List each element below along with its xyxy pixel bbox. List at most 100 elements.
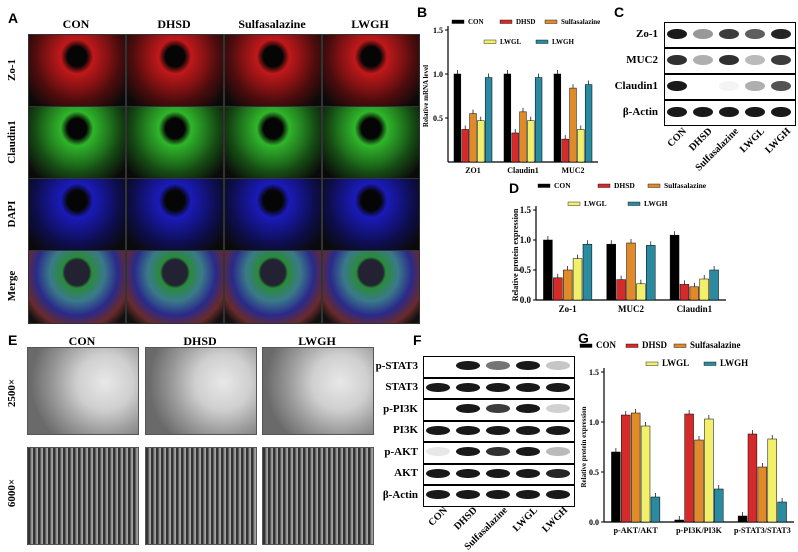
legend-label-con: CON bbox=[468, 18, 484, 26]
panel-f-letter: F bbox=[413, 332, 422, 348]
em-image-2500-lwgh bbox=[262, 347, 374, 435]
bar-p-stat3-stat3-lwgh bbox=[777, 501, 787, 523]
legend-label-dhsd: DHSD bbox=[642, 340, 668, 350]
panel-f-band-akt-con bbox=[426, 468, 450, 478]
chart-b-mrna: 0.5 1.0 1.5 Relative mRNA level ZO1 Claudin1 M… bbox=[422, 18, 600, 175]
bar-zo-1-con bbox=[543, 239, 553, 301]
bar-p-pi3k-pi3k-lwgh bbox=[714, 488, 724, 523]
panel-c-band-claudin1-con bbox=[666, 80, 688, 92]
bar-p-pi3k-pi3k-sulfasalazine bbox=[694, 439, 704, 523]
panel-c-label-muc2: MUC2 bbox=[626, 54, 658, 66]
y-tick-label: 1.5 bbox=[520, 205, 532, 215]
panel-f-band-p-akt-lwgh bbox=[546, 447, 570, 457]
bar-claudin1-lwgh bbox=[709, 269, 719, 301]
bar-p-pi3k-pi3k-con bbox=[674, 519, 684, 523]
y-axis-label: Relative protein expression bbox=[580, 406, 588, 487]
micrograph-zo-1-sulfasalazine bbox=[224, 34, 322, 108]
legend-swatch-lwgh bbox=[535, 39, 549, 44]
panel-f-band-akt-lwgh bbox=[546, 468, 570, 478]
y-tick-label: 1.0 bbox=[589, 418, 599, 427]
legend-label-con: CON bbox=[596, 340, 617, 350]
bar-p-pi3k-pi3k-lwgl bbox=[704, 418, 714, 523]
em-image-2500-dhsd bbox=[145, 347, 257, 435]
bar-muc2-lwgh bbox=[646, 245, 656, 301]
panel-f-band-pi3k-lwgh bbox=[546, 425, 570, 435]
panel-a-row-claudin1: Claudin1 bbox=[6, 120, 18, 164]
panel-f-band-p-akt-sulfasalazine bbox=[486, 447, 510, 457]
micrograph-dapi-con bbox=[28, 178, 126, 252]
panel-c-label-actin: β-Actin bbox=[622, 106, 658, 118]
micrograph-claudin1-con bbox=[28, 106, 126, 180]
panel-f-band-p-pi3k-sulfasalazine bbox=[486, 404, 510, 414]
legend-label-sulfasalazine: Sulfasalazine bbox=[561, 18, 600, 26]
panel-c-band-muc2-dhsd bbox=[692, 54, 714, 66]
legend-swatch-lwgl bbox=[645, 361, 659, 366]
y-tick-label: 0.0 bbox=[589, 518, 599, 527]
panel-f-band-p-pi3k-lwgh bbox=[546, 404, 570, 414]
legend-swatch-lwgh bbox=[703, 361, 717, 366]
panel-c-band-claudin1-lwgl bbox=[744, 80, 766, 92]
micrograph-merge-con bbox=[28, 250, 126, 324]
panel-f-label-stat3: STAT3 bbox=[385, 381, 418, 394]
panel-f-band-p-stat3-lwgh bbox=[546, 361, 570, 371]
panel-c-band-muc2-lwgh bbox=[770, 54, 792, 66]
panel-a-row-merge: Merge bbox=[6, 270, 18, 302]
panel-c-band-claudin1-sulfasalazine bbox=[718, 80, 740, 92]
micrograph-zo-1-lwgh bbox=[322, 34, 420, 108]
bar-muc2-lwgh bbox=[584, 84, 593, 163]
panel-f-band-pi3k-con bbox=[426, 425, 450, 435]
y-tick-label: 0.5 bbox=[589, 468, 599, 477]
panel-f-label-actin: β-Actin bbox=[382, 488, 418, 501]
panel-c-band-muc2-con bbox=[666, 54, 688, 66]
panel-f-band-p-akt-dhsd bbox=[456, 447, 480, 457]
panel-f-band-pi3k-dhsd bbox=[456, 425, 480, 435]
legend-label-lwgl: LWGL bbox=[662, 358, 689, 368]
panel-f-band-akt-lwgl bbox=[516, 468, 540, 478]
legend-label-con: CON bbox=[554, 181, 571, 190]
x-tick-label-p-stat3-stat3: p-STAT3/STAT3 bbox=[734, 526, 791, 535]
legend-label-sulfasalazine: Sulfasalazine bbox=[690, 340, 741, 350]
panel-f-lane-dhsd: DHSD bbox=[452, 505, 480, 533]
legend-label-sulfasalazine: Sulfasalazine bbox=[664, 181, 707, 190]
bar-p-akt-akt-dhsd bbox=[621, 414, 631, 523]
bar-p-stat3-stat3-sulfasalazine bbox=[757, 466, 768, 523]
panel-f-band-stat3-sulfasalazine bbox=[486, 382, 510, 392]
panel-c-lane-lwgh: LWGH bbox=[762, 126, 793, 156]
panel-f-band-p-pi3k-lwgl bbox=[516, 404, 540, 414]
micrograph-merge-lwgh bbox=[322, 250, 420, 324]
panel-c-lane-lwgl: LWGL bbox=[737, 126, 767, 156]
y-tick-label: 1.0 bbox=[520, 235, 532, 245]
bar-zo1-con bbox=[453, 73, 462, 163]
bar-p-pi3k-pi3k-dhsd bbox=[684, 413, 694, 523]
panel-f-lane-lwgh: LWGH bbox=[539, 505, 570, 535]
bar-muc2-dhsd bbox=[561, 138, 569, 163]
legend-label-dhsd: DHSD bbox=[516, 18, 535, 26]
legend-swatch-dhsd bbox=[499, 19, 513, 24]
bar-zo1-lwgh bbox=[484, 77, 493, 163]
panel-a-row-zo-1: Zo-1 bbox=[6, 59, 18, 81]
panel-a-letter: A bbox=[8, 10, 19, 26]
panel-c-band-zo-1-con bbox=[666, 28, 688, 40]
panel-f-band-stat3-lwgh bbox=[546, 382, 570, 392]
panel-f-label-akt: AKT bbox=[394, 467, 418, 480]
em-image-2500-con bbox=[27, 347, 139, 435]
panel-e-row-6000: 6000× bbox=[6, 478, 18, 508]
bar-muc2-con bbox=[606, 243, 616, 301]
y-tick-label: 0.5 bbox=[520, 265, 532, 275]
legend-label-lwgh: LWGH bbox=[720, 358, 748, 368]
bar-zo1-dhsd bbox=[461, 129, 469, 163]
y-axis-label: Relative mRNA level bbox=[422, 65, 430, 127]
panel-f-label-p-pi3k: p-PI3K bbox=[383, 402, 418, 415]
panel-a-column-sulfasalazine: Sulfasalazine bbox=[238, 17, 306, 31]
panel-f-band-actin-lwgl bbox=[516, 490, 540, 500]
micrograph-dapi-lwgh bbox=[322, 178, 420, 252]
y-tick-label: 0.5 bbox=[433, 114, 443, 123]
panel-c-band-actin-con bbox=[666, 106, 688, 118]
panel-e-column-con: CON bbox=[68, 334, 96, 348]
micrograph-merge-dhsd bbox=[126, 250, 224, 324]
panel-c-band-zo-1-sulfasalazine bbox=[718, 28, 740, 40]
micrograph-merge-sulfasalazine bbox=[224, 250, 322, 324]
legend-swatch-sulfasalazine bbox=[647, 183, 661, 188]
panel-f-band-p-stat3-dhsd bbox=[456, 361, 480, 371]
bar-claudin1-sulfasalazine bbox=[519, 111, 527, 163]
